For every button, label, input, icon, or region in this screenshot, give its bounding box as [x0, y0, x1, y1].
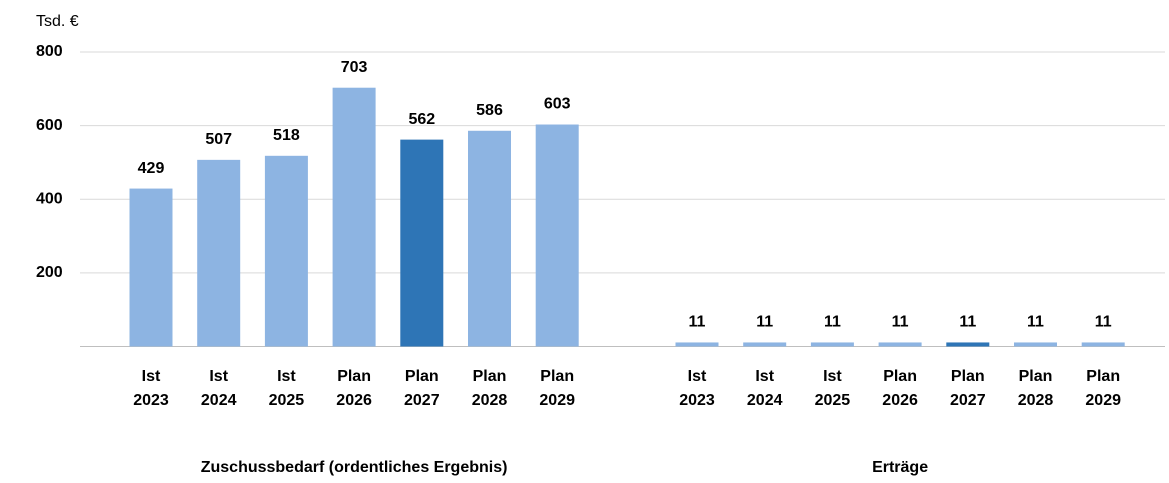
x-tick-label: Plan 2029: [539, 368, 575, 409]
x-tick-line: Ist: [688, 368, 707, 385]
data-label: 11: [1027, 314, 1044, 331]
x-tick-label: Plan 2026: [336, 368, 372, 409]
bar: [264, 155, 308, 347]
x-tick-line: 2027: [950, 392, 986, 409]
data-label: 11: [689, 314, 706, 331]
x-tick-label: Ist 2025: [815, 368, 851, 409]
x-tick-label: Ist 2023: [679, 368, 715, 409]
data-label: 11: [756, 314, 773, 331]
x-tick-label: Ist 2024: [747, 368, 783, 409]
y-tick-label: 400: [36, 190, 63, 207]
x-tick-line: Ist: [142, 368, 161, 385]
x-tick-label: Ist 2025: [269, 368, 305, 409]
x-tick-line: 2023: [133, 392, 169, 409]
bar: [810, 342, 854, 347]
x-tick-label: Plan 2028: [1018, 368, 1054, 409]
x-tick-label: Plan 2029: [1085, 368, 1121, 409]
y-tick-label: 800: [36, 43, 63, 60]
x-tick-line: 2029: [539, 392, 575, 409]
bar: [675, 342, 719, 347]
x-tick-line: 2028: [1018, 392, 1054, 409]
x-tick-line: 2027: [404, 392, 440, 409]
x-tick-label: Ist 2024: [201, 368, 237, 409]
bar: [878, 342, 922, 347]
data-label: 11: [824, 314, 841, 331]
x-tick-line: 2025: [269, 392, 305, 409]
data-label: 429: [138, 160, 165, 177]
x-tick-line: 2029: [1085, 392, 1121, 409]
bar: [468, 130, 511, 347]
bar: [197, 159, 241, 347]
x-tick-line: Ist: [277, 368, 296, 385]
bar: [332, 87, 376, 347]
x-tick-line: Plan: [883, 368, 917, 385]
x-tick-line: 2026: [882, 392, 918, 409]
data-label: 603: [544, 96, 571, 113]
x-tick-line: Plan: [1019, 368, 1053, 385]
x-tick-line: 2024: [201, 392, 237, 409]
data-label: 11: [959, 314, 976, 331]
bar: [743, 342, 787, 347]
bar: [1014, 342, 1057, 347]
data-label: 507: [205, 131, 232, 148]
bar: [400, 139, 444, 347]
x-tick-line: Plan: [951, 368, 985, 385]
data-label: 11: [1095, 314, 1112, 331]
x-tick-line: Ist: [755, 368, 774, 385]
x-tick-line: Ist: [209, 368, 228, 385]
data-label: 11: [892, 314, 909, 331]
x-tick-label: Plan 2027: [404, 368, 440, 409]
group-label: Erträge: [872, 459, 928, 476]
x-tick-line: 2024: [747, 392, 783, 409]
bar: [946, 342, 990, 347]
data-label: 562: [408, 111, 435, 128]
data-label: 518: [273, 127, 300, 144]
x-tick-line: Plan: [473, 368, 507, 385]
data-label: 703: [341, 59, 368, 76]
x-tick-line: 2026: [336, 392, 372, 409]
x-tick-line: Ist: [823, 368, 842, 385]
x-tick-line: 2023: [679, 392, 715, 409]
x-tick-line: 2025: [815, 392, 851, 409]
x-tick-label: Plan 2026: [882, 368, 918, 409]
x-tick-label: Plan 2028: [472, 368, 508, 409]
x-tick-line: 2028: [472, 392, 508, 409]
x-tick-line: Plan: [540, 368, 574, 385]
y-tick-label: 200: [36, 264, 63, 281]
y-tick-label: 600: [36, 117, 63, 134]
bar: [1081, 342, 1125, 347]
x-tick-line: Plan: [1086, 368, 1120, 385]
x-tick-line: Plan: [337, 368, 371, 385]
x-tick-label: Ist 2023: [133, 368, 169, 409]
y-axis-label: Tsd. €: [36, 13, 79, 30]
bar: [535, 124, 579, 347]
data-label: 586: [476, 102, 503, 119]
x-tick-label: Plan 2027: [950, 368, 986, 409]
bar: [129, 188, 173, 347]
group-label: Zuschussbedarf (ordentliches Ergebnis): [201, 459, 508, 476]
x-tick-line: Plan: [405, 368, 439, 385]
